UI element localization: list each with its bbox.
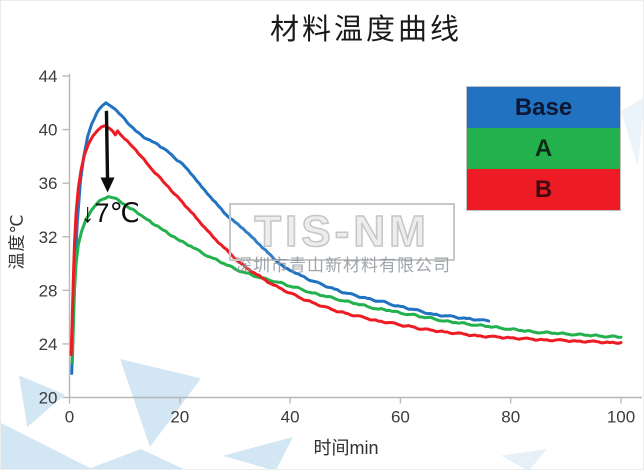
x-tick-label: 100 xyxy=(607,408,635,427)
y-tick-label: 28 xyxy=(39,281,58,300)
legend-item-base: Base xyxy=(467,87,620,128)
series-line-b xyxy=(69,124,623,357)
watermark-company: 深圳市青山新材料有限公司 xyxy=(235,256,451,275)
legend-label-b: B xyxy=(534,176,553,203)
x-tick-label: 0 xyxy=(65,408,74,427)
temperature-drop-annotation: ↓7℃ xyxy=(81,198,140,228)
series-line-base xyxy=(70,101,491,375)
watermark-logo-text: TIS-NM xyxy=(253,206,430,257)
x-tick-label: 60 xyxy=(391,408,410,427)
series-line-a xyxy=(70,195,623,365)
y-tick-label: 20 xyxy=(39,389,58,408)
y-tick-label: 40 xyxy=(39,121,58,140)
legend: Base A B xyxy=(466,86,621,211)
y-tick-label: 32 xyxy=(39,228,58,247)
x-tick-label: 40 xyxy=(281,408,300,427)
x-tick-label: 80 xyxy=(501,408,520,427)
x-axis-title: 时间min xyxy=(313,438,379,458)
legend-item-a: A xyxy=(467,128,620,169)
annotation-arrow-line xyxy=(104,110,110,181)
chart-title: 材料温度曲线 xyxy=(269,12,463,46)
watermark-logo-box: TIS-NM xyxy=(229,203,455,261)
y-tick-label: 36 xyxy=(39,174,58,193)
annotation-arrowhead xyxy=(100,177,115,193)
legend-label-a: A xyxy=(534,135,553,162)
y-tick-label: 44 xyxy=(39,67,58,86)
legend-item-b: B xyxy=(467,169,620,210)
legend-label-base: Base xyxy=(514,94,573,121)
y-axis-title: 温度℃ xyxy=(7,213,27,270)
y-tick-label: 24 xyxy=(39,335,58,354)
x-tick-label: 20 xyxy=(170,408,189,427)
